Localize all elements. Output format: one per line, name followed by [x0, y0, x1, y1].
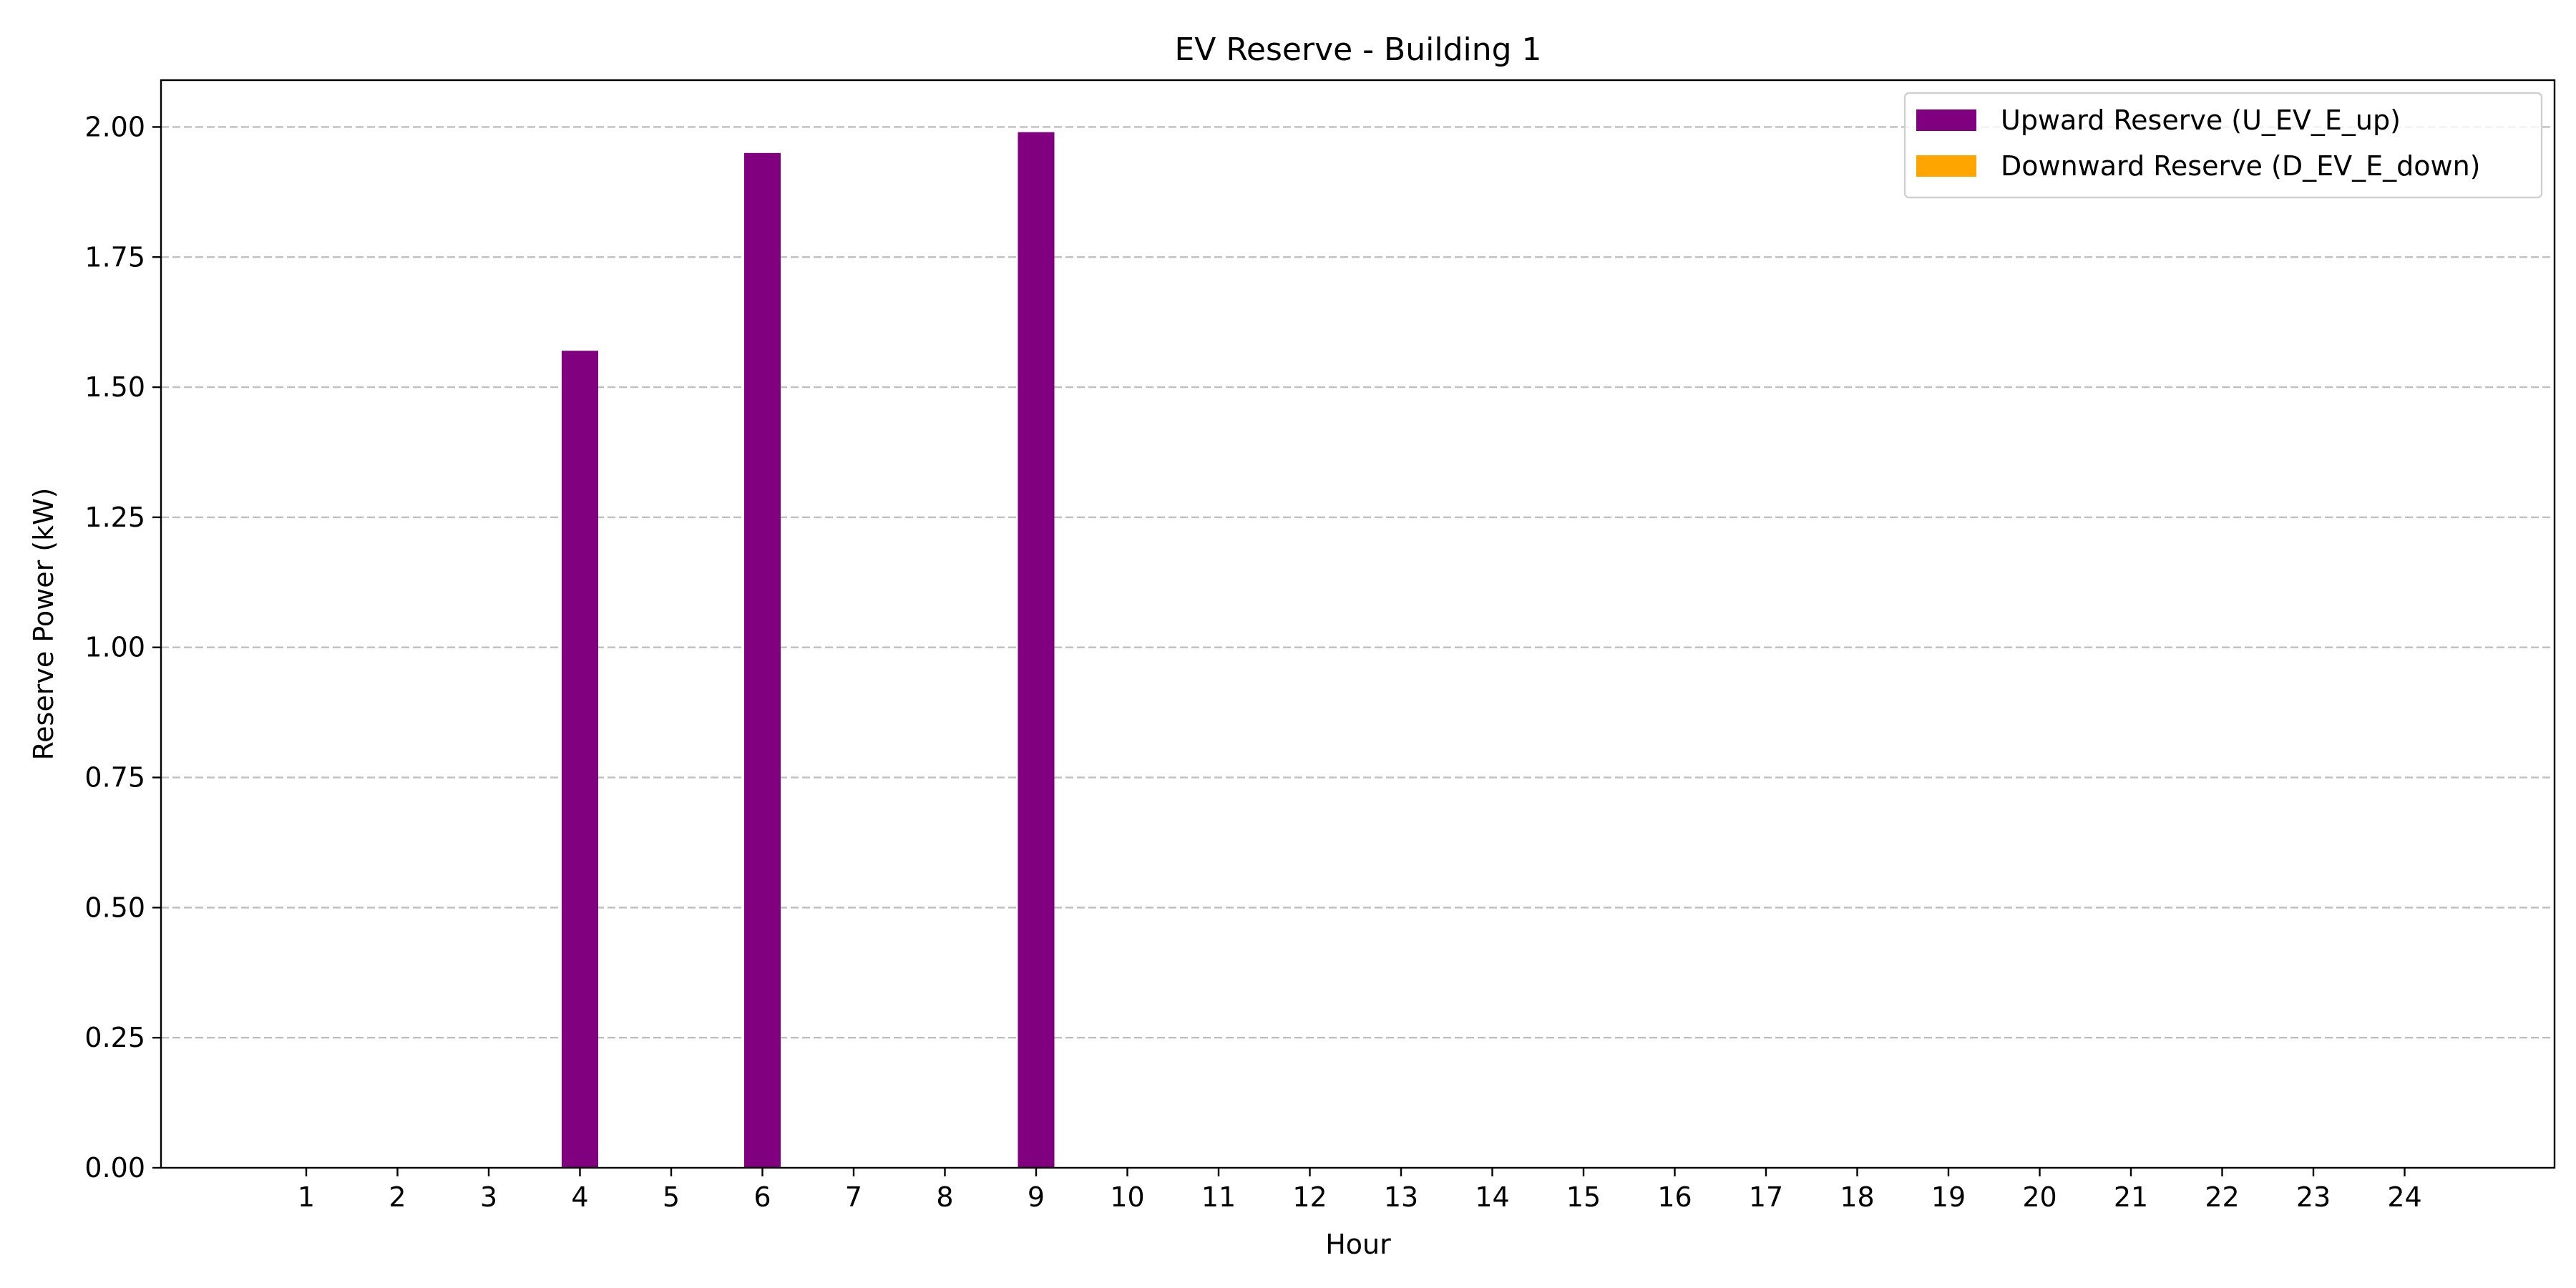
x-tick-label: 14: [1475, 1181, 1509, 1213]
x-tick-label: 1: [298, 1181, 315, 1213]
y-tick-label: 2.00: [84, 111, 145, 142]
x-axis-label: Hour: [1325, 1229, 1391, 1260]
x-tick-label: 24: [2387, 1181, 2421, 1213]
legend-label-downward: Downward Reserve (D_EV_E_down): [2001, 150, 2480, 182]
y-axis-ticks: 0.00 0.25 0.50 0.75 1.00 1.25 1.50 1.75 2.00: [84, 111, 161, 1184]
bar-upward-hour-4: [562, 351, 598, 1168]
x-tick-label: 23: [2296, 1181, 2331, 1213]
x-tick-label: 13: [1384, 1181, 1418, 1213]
x-tick-label: 19: [1931, 1181, 1966, 1213]
chart-title: EV Reserve - Building 1: [1174, 31, 1541, 68]
x-tick-label: 10: [1110, 1181, 1144, 1213]
x-tick-label: 16: [1657, 1181, 1692, 1213]
bar-upward-hour-6: [744, 152, 781, 1169]
x-tick-label: 22: [2205, 1181, 2239, 1213]
x-tick-label: 20: [2022, 1181, 2057, 1213]
x-tick-label: 15: [1566, 1181, 1601, 1213]
x-axis-ticks: 1 2 3 4 5 6 7 8 9 10 11 12 13 14 15 16 17 18 19 20 21 22 23 24: [298, 1168, 2422, 1213]
legend-swatch-upward: [1916, 109, 1976, 131]
y-tick-label: 0.25: [84, 1022, 145, 1053]
legend: Upward Reserve (U_EV_E_up) Downward Rese…: [1903, 92, 2543, 199]
y-tick-label: 1.50: [84, 371, 145, 403]
y-tick-label: 1.00: [84, 632, 145, 663]
x-tick-label: 2: [389, 1181, 406, 1213]
x-tick-label: 12: [1292, 1181, 1327, 1213]
bars: [562, 132, 1055, 1169]
y-tick-label: 0.75: [84, 762, 145, 794]
x-tick-label: 5: [663, 1181, 680, 1213]
x-tick-label: 4: [571, 1181, 588, 1213]
x-tick-label: 9: [1028, 1181, 1045, 1213]
plot-frame: [160, 79, 2556, 1169]
x-tick-label: 21: [2114, 1181, 2148, 1213]
y-tick-label: 1.75: [84, 241, 145, 273]
y-tick-label: 1.25: [84, 502, 145, 533]
x-tick-label: 11: [1201, 1181, 1236, 1213]
legend-swatch-downward: [1916, 155, 1976, 177]
x-tick-label: 8: [936, 1181, 953, 1213]
legend-box: [1903, 92, 2543, 199]
y-tick-label: 0.50: [84, 892, 145, 923]
legend-label-upward: Upward Reserve (U_EV_E_up): [2001, 104, 2401, 136]
x-tick-label: 7: [845, 1181, 862, 1213]
grid-lines: [161, 126, 2555, 1039]
x-tick-label: 17: [1749, 1181, 1783, 1213]
y-tick-label: 0.00: [84, 1152, 145, 1184]
x-tick-label: 18: [1840, 1181, 1874, 1213]
bar-upward-hour-9: [1018, 132, 1055, 1168]
x-tick-label: 3: [480, 1181, 497, 1213]
y-axis-label: Reserve Power (kW): [28, 487, 59, 760]
x-tick-label: 6: [753, 1181, 771, 1213]
